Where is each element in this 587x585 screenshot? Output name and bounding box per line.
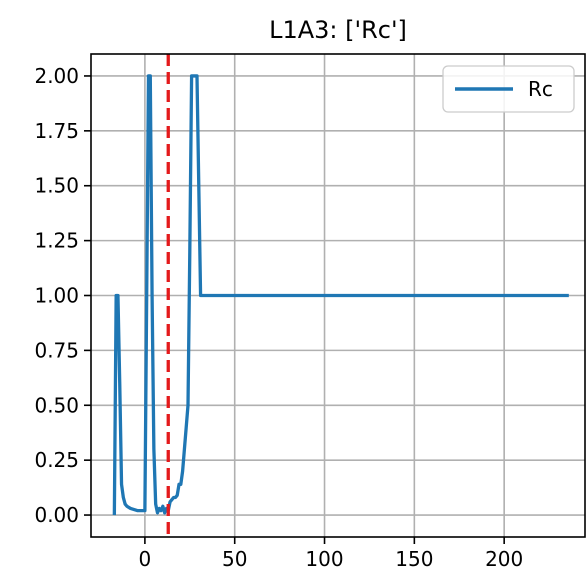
y-tick-label: 1.00 <box>34 284 79 308</box>
y-tick-label: 0.25 <box>34 448 79 472</box>
legend-label-rc: Rc <box>528 77 553 101</box>
x-tick-label: 100 <box>305 547 343 571</box>
chart-title: L1A3: ['Rc'] <box>269 16 407 44</box>
x-tick-label: 0 <box>139 547 152 571</box>
y-tick-label: 1.50 <box>34 174 79 198</box>
y-axis: 0.00 0.25 0.50 0.75 1.00 1.25 1.50 1.75 2.00 <box>34 64 91 527</box>
x-axis: 0 50 100 150 200 <box>139 537 523 571</box>
y-tick-label: 1.25 <box>34 229 79 253</box>
y-tick-label: 0.50 <box>34 393 79 417</box>
y-tick-label: 0.75 <box>34 338 79 362</box>
x-tick-label: 150 <box>395 547 433 571</box>
legend: Rc <box>442 65 575 113</box>
y-tick-label: 2.00 <box>34 64 79 88</box>
series-line-rc <box>112 74 569 516</box>
y-tick-label: 1.75 <box>34 119 79 143</box>
x-tick-label: 50 <box>222 547 247 571</box>
series-layer <box>112 74 569 516</box>
x-tick-label: 200 <box>485 547 523 571</box>
y-tick-label: 0.00 <box>34 503 79 527</box>
